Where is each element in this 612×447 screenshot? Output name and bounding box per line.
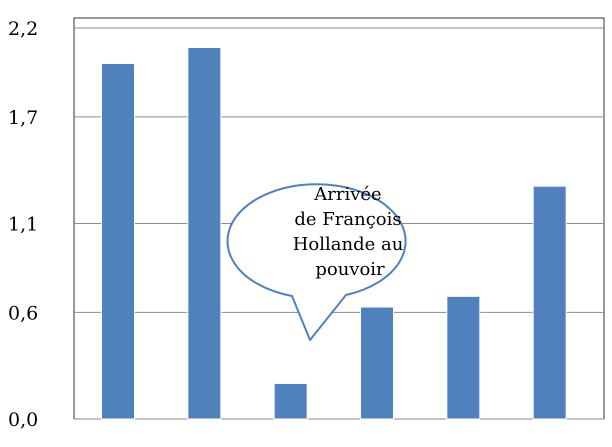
callout: Arrivée de François Hollande au pouvoir (226, 183, 408, 341)
callout-bubble (226, 183, 407, 341)
y-tick-label: 1,1 (8, 214, 38, 236)
y-tick-label: 0,0 (8, 409, 38, 431)
bar (532, 185, 567, 420)
bar (446, 295, 481, 420)
bar (273, 382, 308, 420)
y-tick-label: 1,7 (8, 107, 38, 129)
callout-line-3: Hollande au (293, 234, 404, 255)
y-axis-ticks: 0,0 0,6 1,1 1,7 2,2 (8, 18, 38, 431)
y-tick-label: 2,2 (8, 18, 38, 40)
bars (101, 47, 567, 420)
callout-line-4: pouvoir (315, 259, 385, 280)
bar (360, 306, 394, 420)
callout-text: Arrivée de François Hollande au pouvoir (293, 184, 408, 280)
y-tick-label: 0,6 (8, 302, 38, 324)
bar (101, 63, 135, 420)
callout-line-2: de François (294, 209, 401, 230)
callout-line-1: Arrivée (313, 184, 381, 205)
bar (187, 47, 222, 420)
